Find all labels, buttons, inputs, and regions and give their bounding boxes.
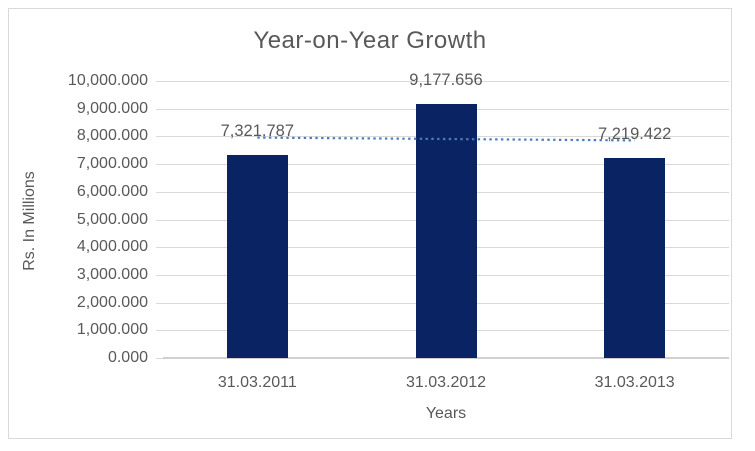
y-axis-tick [156,164,163,166]
x-tick-label: 31.03.2013 [594,374,675,391]
bar-31.03.2013 [604,158,666,358]
y-tick-label: 9,000.000 [76,99,148,117]
x-axis-title: Years [425,405,467,422]
y-tick-label: 0.000 [107,349,148,366]
y-tick-label: 7,000.000 [76,155,148,173]
y-axis-tick [156,191,163,193]
bar-data-label: 9,177.656 [409,70,483,89]
x-axis-line [163,357,729,359]
y-tick-label: 5,000.000 [76,210,148,228]
x-tick-label: 31.03.2012 [405,374,487,391]
bar-data-label: 7,321.787 [220,122,295,141]
y-tick-label: 1,000.000 [76,321,148,339]
y-axis-tick [156,108,163,110]
y-axis-tick [156,302,163,304]
y-axis-tick [156,358,163,359]
y-axis-tick [156,274,163,276]
y-axis-tick [156,81,163,82]
x-tick-label: 31.03.2011 [217,374,297,391]
chart-area: Year-on-Year Growth Rs. In Millions 7,32… [8,8,732,439]
trendline [257,136,635,142]
y-tick-label: 8,000.000 [76,127,148,145]
y-axis-tick [156,330,163,332]
y-tick-label: 2,000.000 [76,293,148,311]
y-axis-tick [156,219,163,221]
bar-31.03.2011 [226,155,288,358]
bar-31.03.2012 [415,103,477,358]
bar-data-label: 7,219.422 [597,125,672,144]
y-tick-label: 4,000.000 [76,238,148,256]
plot-area: 7,321.787 9,177.656 7,219.422 [163,71,729,359]
y-tick-label: 10,000.000 [67,72,148,89]
y-tick-label: 6,000.000 [76,182,148,200]
chart-title: Year-on-Year Growth [253,27,487,54]
y-axis-tick [156,136,163,138]
y-axis-tick [156,247,163,249]
y-gridline [163,81,729,82]
y-tick-label: 3,000.000 [76,265,148,283]
